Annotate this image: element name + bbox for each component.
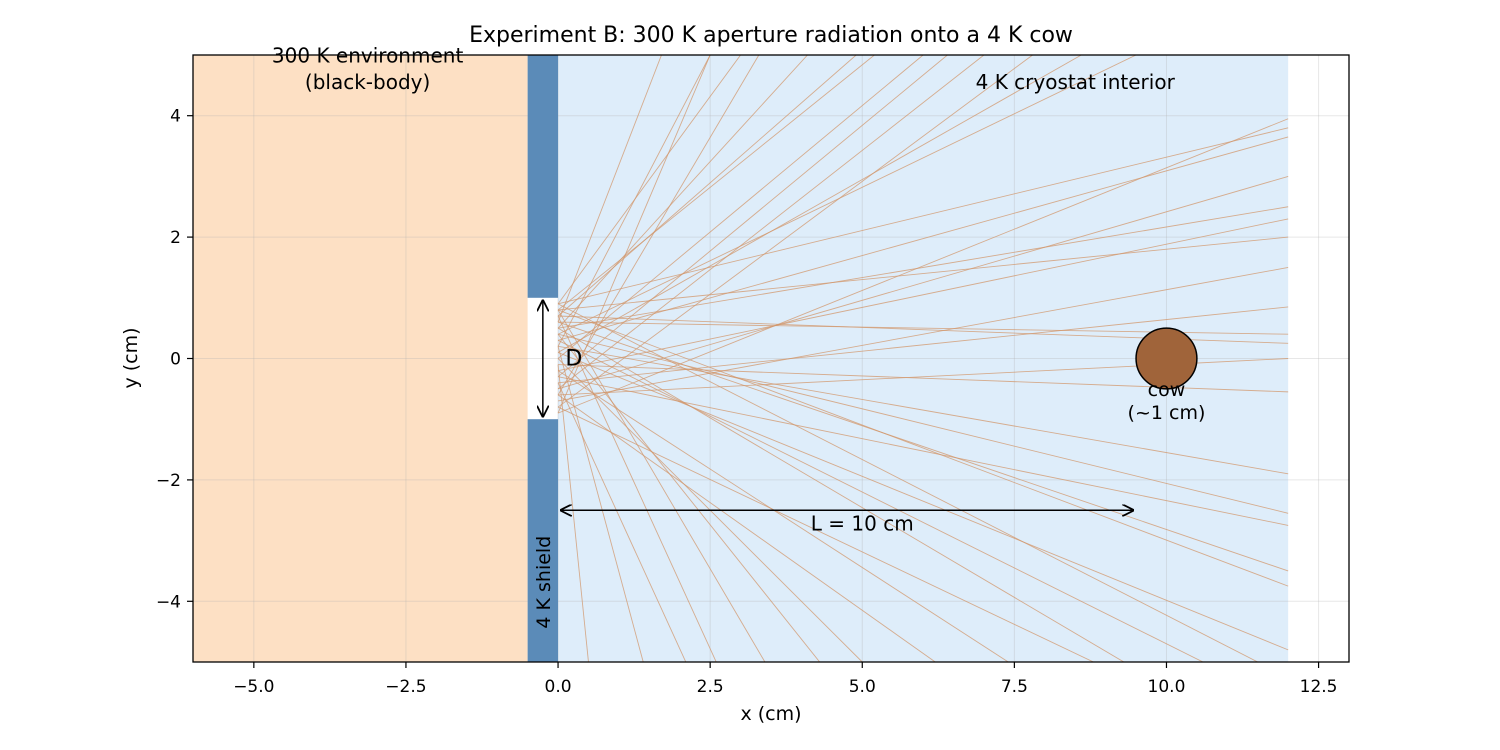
shield-lower-wall [527, 419, 559, 662]
ray-line [557, 55, 985, 390]
shield-label: 4 K shield [533, 536, 555, 629]
environment-sublabel: (black-body) [305, 70, 430, 94]
ray-line [557, 309, 766, 662]
ray-line [557, 394, 936, 662]
ray-line [557, 406, 1094, 662]
ray-line [557, 339, 1204, 662]
ray-line [557, 382, 687, 662]
ray-line [557, 55, 924, 359]
ray-line [557, 55, 741, 305]
ray-line [557, 303, 1258, 662]
ray-line [557, 136, 1289, 341]
ray-line [557, 175, 1289, 390]
ray-line [557, 315, 717, 662]
ray-line [557, 206, 1289, 329]
ray-line [557, 333, 1289, 514]
x-tick-label: −2.5 [385, 677, 426, 697]
shield-upper-wall [527, 55, 559, 298]
y-tick-label: 2 [170, 228, 181, 248]
x-tick-label: 12.5 [1300, 677, 1338, 697]
ray-line [557, 327, 1125, 662]
ray-line [557, 55, 857, 317]
ray-line [557, 127, 1289, 305]
ray-line [557, 267, 1289, 402]
x-tick-label: 10.0 [1148, 677, 1186, 697]
ray-line [557, 321, 1289, 572]
ray-line [558, 306, 1289, 384]
ray-line [557, 218, 1289, 372]
y-axis-ticks: −4 −2 0 2 4 [156, 107, 193, 612]
ray-line [557, 55, 1137, 335]
distance-label: L = 10 cm [811, 511, 914, 535]
environment-region [193, 55, 528, 662]
ray-line [557, 55, 1082, 353]
chart-title: Experiment B: 300 K aperture radiation o… [469, 23, 1073, 48]
cryostat-label: 4 K cryostat interior [976, 70, 1176, 94]
ray-line [557, 370, 1009, 662]
ray-line [557, 345, 1289, 475]
x-tick-label: −5.0 [233, 677, 274, 697]
ray-line [557, 55, 808, 329]
ray-line [557, 309, 1289, 587]
x-tick-label: 2.5 [697, 677, 724, 697]
x-axis-ticks: −5.0 −2.5 0.0 2.5 5.0 7.5 10.0 12.5 [233, 662, 1338, 697]
x-axis-label: x (cm) [740, 703, 801, 725]
cow-label: cow [1148, 379, 1186, 401]
ray-line [558, 236, 1289, 311]
ray-line [557, 346, 644, 662]
ray-line [557, 55, 760, 396]
cow-size-label: (~1 cm) [1128, 402, 1206, 424]
cow-circle [1135, 327, 1198, 390]
ray-line [557, 352, 1289, 651]
x-tick-label: 0.0 [545, 677, 572, 697]
ray-line [557, 333, 821, 662]
x-tick-label: 7.5 [1001, 677, 1028, 697]
y-axis-label: y (cm) [120, 327, 142, 388]
aperture-label: D [565, 347, 582, 372]
y-tick-label: −4 [156, 592, 181, 612]
ray-line [557, 376, 1289, 526]
ray-line [557, 55, 1033, 408]
y-tick-label: 0 [170, 350, 181, 370]
y-tick-label: 4 [170, 107, 181, 127]
ray-line [557, 55, 875, 311]
x-tick-label: 5.0 [849, 677, 876, 697]
y-tick-label: −2 [156, 471, 181, 491]
ray-line [557, 55, 662, 323]
